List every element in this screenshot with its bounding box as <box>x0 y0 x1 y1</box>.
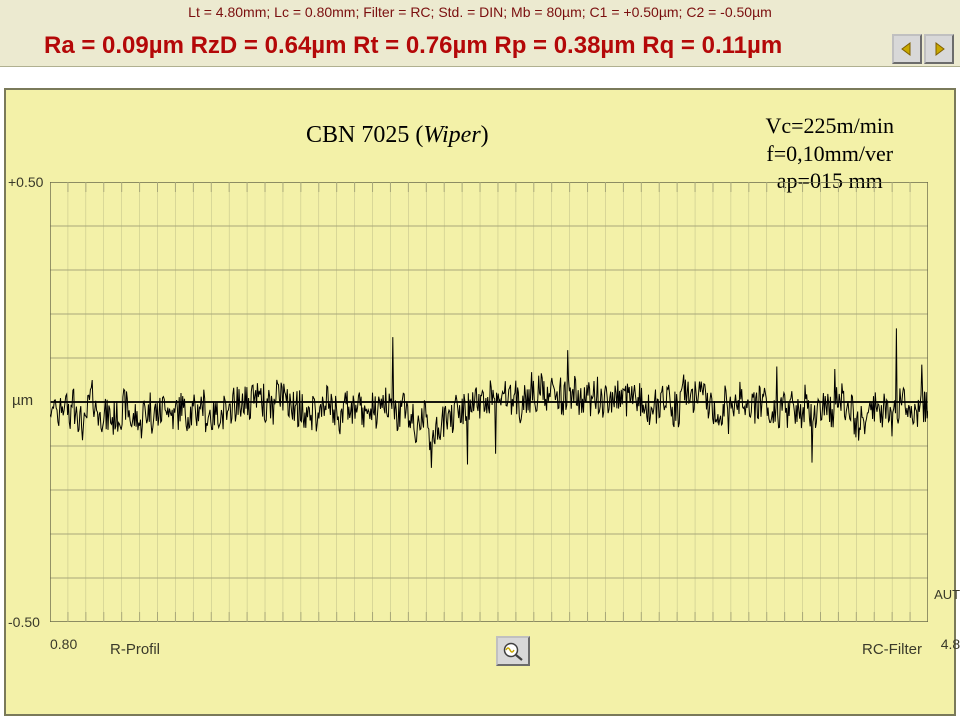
title-close: ) <box>481 122 489 148</box>
auto-scale-label: AUTO <box>934 587 960 602</box>
roughness-readouts: Ra = 0.09µm RzD = 0.64µm Rt = 0.76µm Rp … <box>44 32 960 60</box>
zoom-button[interactable] <box>496 636 530 666</box>
chart-area: CBN 7025 (Wiper) Vc=225m/min f=0,10mm/ve… <box>4 88 956 716</box>
title-italic: Wiper <box>423 122 480 148</box>
param-f: f=0,10mm/ver <box>765 140 894 168</box>
page-nav-arrows <box>892 34 954 64</box>
x-axis-right-label: 4.80 <box>941 636 960 652</box>
profile-plot: +0.50 µm -0.50 0.80 4.80 AUTO R-Profil R… <box>50 182 928 622</box>
header-bar: Lt = 4.80mm; Lc = 0.80mm; Filter = RC; S… <box>0 0 960 67</box>
next-button[interactable] <box>924 34 954 64</box>
rc-filter-label: RC-Filter <box>862 641 922 658</box>
y-axis-bottom-label: -0.50 <box>8 614 40 630</box>
y-axis-unit-label: µm <box>12 392 33 409</box>
chart-title: CBN 7025 (Wiper) <box>306 122 489 149</box>
filter-settings-line: Lt = 4.80mm; Lc = 0.80mm; Filter = RC; S… <box>160 4 800 20</box>
param-vc: Vc=225m/min <box>765 112 894 140</box>
plot-svg <box>50 182 928 622</box>
magnifier-wave-icon <box>502 641 524 661</box>
prev-button[interactable] <box>892 34 922 64</box>
y-axis-top-label: +0.50 <box>8 174 43 190</box>
title-main: CBN 7025 ( <box>306 122 423 148</box>
x-axis-left-label: 0.80 <box>50 636 77 652</box>
r-profil-label: R-Profil <box>110 641 160 658</box>
